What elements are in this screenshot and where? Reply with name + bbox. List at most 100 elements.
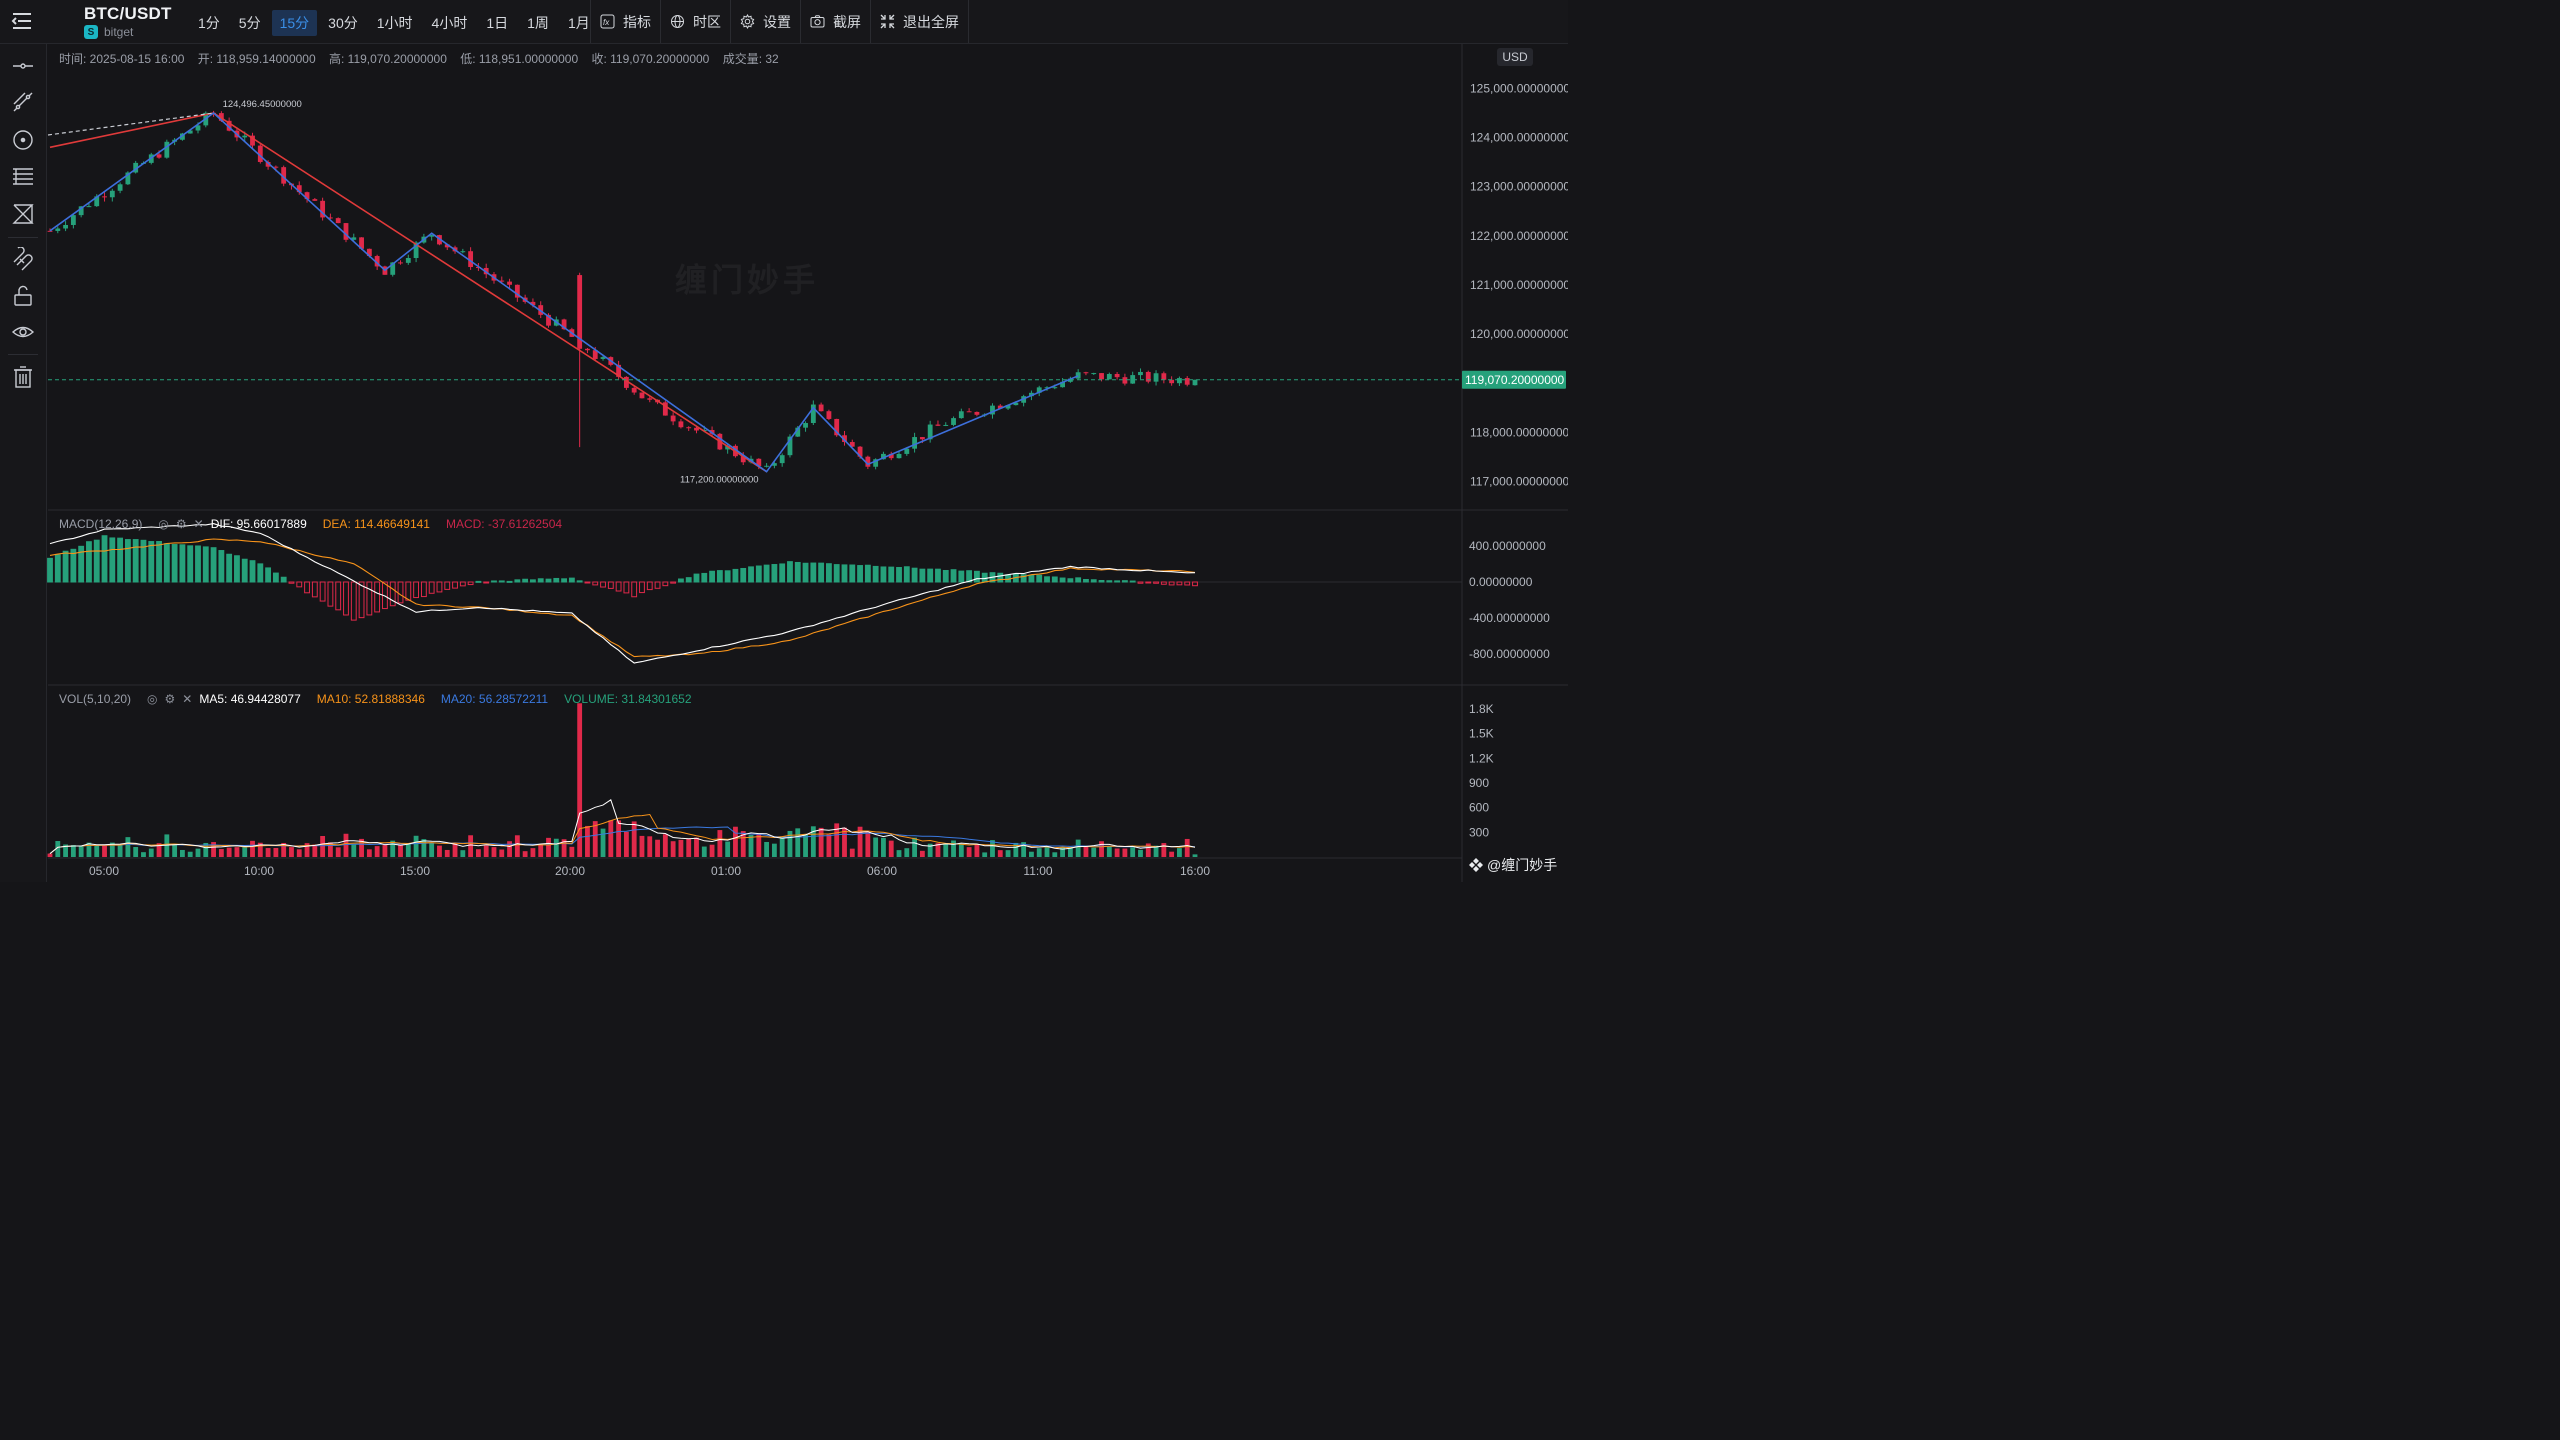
menu-icon[interactable]	[10, 11, 34, 31]
candle-body	[803, 423, 808, 428]
volume-bar	[1161, 843, 1167, 857]
fib-lines-icon[interactable]	[11, 165, 35, 189]
volume-bar	[429, 842, 435, 857]
candle-body	[94, 196, 100, 207]
candle-body	[818, 404, 824, 412]
interval-button[interactable]: 1分	[198, 15, 220, 31]
hide-eye-icon[interactable]: ◎	[147, 692, 158, 706]
magnet-icon[interactable]	[11, 246, 35, 271]
tool-button-camera[interactable]: 截屏	[800, 0, 870, 43]
macd-histogram-bar	[950, 569, 957, 583]
macd-dea-value: DEA: 114.46649141	[322, 517, 430, 531]
pattern-tool-icon[interactable]	[11, 202, 35, 226]
volume-bar	[623, 831, 629, 857]
gear-icon[interactable]: ⚙	[164, 692, 176, 706]
tool-button-fx[interactable]: fx 指标	[590, 0, 660, 43]
hide-eye-icon[interactable]: ◎	[158, 517, 169, 531]
macd-histogram-bar	[794, 561, 801, 583]
macd-histogram-bar	[825, 563, 832, 583]
volume-bar	[561, 839, 567, 857]
volume-bar	[1091, 847, 1097, 857]
candle-body	[779, 455, 785, 464]
candle-body	[499, 280, 505, 282]
volume-bar	[585, 825, 590, 857]
macd-histogram-bar	[966, 570, 973, 583]
macd-histogram-bar	[568, 577, 575, 583]
volume-bar	[1192, 854, 1198, 857]
candle-body	[133, 162, 139, 173]
candle-body	[117, 184, 123, 191]
tool-button-gear[interactable]: 设置	[730, 0, 800, 43]
macd-histogram-bar	[54, 554, 61, 583]
macd-histogram-bar	[483, 581, 490, 584]
volume-bar	[281, 843, 287, 857]
close-icon[interactable]: ✕	[193, 517, 204, 531]
macd-histogram-bar	[1044, 576, 1050, 583]
volume-bar	[102, 844, 107, 857]
candle-body	[265, 161, 271, 167]
candle-body	[678, 421, 684, 428]
chart-canvas[interactable]: 124,496.45000000 117,200.00000000 125,000…	[0, 0, 1568, 882]
candle-body	[686, 427, 692, 429]
volume-bar	[943, 843, 949, 857]
pair-info[interactable]: BTC/USDT S bitget	[84, 4, 172, 39]
time-tick-label: 16:00	[1180, 864, 1210, 878]
macd-histogram-bar	[607, 581, 614, 589]
interval-button[interactable]: 1月	[567, 15, 590, 31]
exchange-label: S bitget	[84, 25, 172, 39]
macd-dif-line	[49, 523, 1196, 664]
volume-bar	[1044, 846, 1050, 857]
volume-bar	[156, 843, 162, 857]
volume-bar	[94, 845, 100, 857]
candle-body	[102, 196, 107, 198]
bitget-logo-icon: S	[84, 25, 98, 39]
volume-bar	[250, 840, 255, 857]
macd-histogram-bar	[117, 537, 124, 583]
volume-bar	[639, 835, 645, 857]
macd-histogram-bar	[132, 539, 139, 583]
tool-label: 设置	[763, 13, 791, 30]
interval-button[interactable]: 1日	[486, 15, 509, 31]
macd-histogram-bar	[249, 560, 256, 583]
volume-bar	[701, 846, 707, 857]
macd-histogram-value: MACD: -37.61262504	[445, 517, 563, 531]
macd-histogram-bar	[561, 578, 567, 583]
interval-button[interactable]: 1小时	[376, 15, 413, 31]
unlock-icon[interactable]	[11, 284, 35, 308]
candle-body	[296, 185, 302, 193]
candle-body	[413, 242, 419, 259]
candle-body	[896, 453, 902, 459]
currency-unit-badge[interactable]: USD	[1497, 48, 1533, 66]
macd-tick-label: 0.00000000	[1469, 575, 1533, 589]
candle-body	[47, 230, 53, 232]
gear-icon[interactable]: ⚙	[175, 517, 187, 531]
trash-icon[interactable]	[11, 365, 35, 389]
candle-body	[1145, 371, 1151, 382]
close-icon[interactable]: ✕	[182, 692, 193, 706]
interval-button[interactable]: 4小时	[431, 15, 468, 31]
tool-button-globe[interactable]: 时区	[660, 0, 730, 43]
pair-title: BTC/USDT	[84, 4, 172, 23]
interval-button[interactable]: 30分	[328, 15, 358, 31]
macd-histogram-bar	[1098, 580, 1105, 583]
volume-bar	[47, 853, 53, 857]
tool-button-exit-fullscreen[interactable]: 退出全屏	[870, 0, 969, 43]
price-tick-label: 124,000.00000000	[1470, 130, 1568, 144]
interval-button[interactable]: 1周	[527, 15, 549, 31]
circle-tool-icon[interactable]	[11, 128, 35, 152]
price-tick-label: 120,000.00000000	[1470, 327, 1568, 341]
candle-body	[187, 130, 193, 134]
interval-button[interactable]: 5分	[238, 15, 261, 31]
macd-histogram-bar	[374, 581, 381, 613]
candle-body	[257, 145, 263, 162]
volume-bar	[265, 848, 271, 857]
macd-histogram-bar	[62, 550, 69, 583]
candle-body	[530, 301, 536, 306]
horizontal-line-icon[interactable]	[11, 54, 35, 78]
macd-histogram-bar	[872, 565, 879, 583]
vol-tick-label: 300	[1469, 825, 1489, 839]
volume-bar	[1060, 846, 1065, 857]
trend-line-icon[interactable]	[11, 90, 35, 114]
eye-icon[interactable]	[11, 320, 35, 344]
interval-button[interactable]: 15分	[271, 10, 318, 36]
